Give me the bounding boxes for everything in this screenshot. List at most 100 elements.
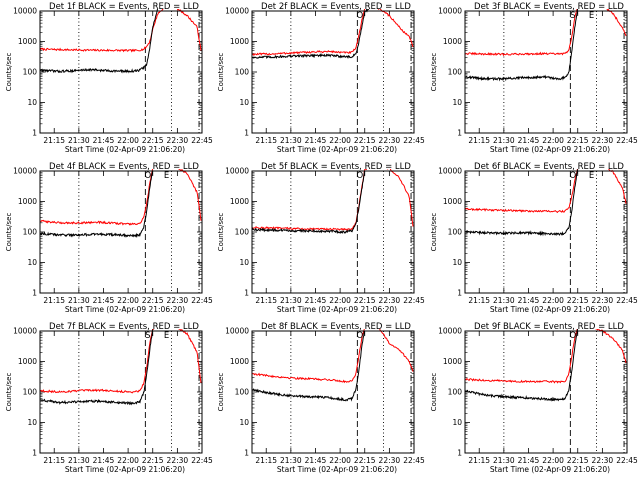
x-tick-label: 21:15 — [43, 456, 65, 465]
x-tick-label: 21:15 — [255, 296, 277, 305]
x-tick-label: 21:30 — [68, 456, 90, 465]
series-lld-line — [252, 169, 414, 232]
y-axis-label: Counts/sec — [5, 373, 13, 412]
x-tick-label: 22:15 — [142, 456, 164, 465]
x-tick-label: 22:15 — [567, 296, 589, 305]
x-tick-label: 21:45 — [93, 136, 115, 145]
x-tick-label: 22:45 — [403, 296, 425, 305]
x-tick-label: 21:30 — [280, 296, 302, 305]
x-tick-label: 22:00 — [329, 296, 351, 305]
x-tick-label: 22:00 — [117, 136, 139, 145]
chart-panel: Det 5f BLACK = Events, RED = LLD Counts/s… — [217, 162, 425, 314]
plot-frame — [251, 10, 415, 134]
y-tick-label: 10000 — [438, 327, 462, 336]
annotation-marker: E — [164, 331, 169, 341]
annotation-marker: O — [356, 11, 363, 21]
annotation-marker: E — [164, 171, 169, 181]
x-tick-label: 22:45 — [403, 136, 425, 145]
annotation-marker: O — [356, 331, 363, 341]
x-tick-label: 22:00 — [542, 136, 564, 145]
x-axis-label: Start Time (02-Apr-09 21:06:20) — [490, 305, 610, 314]
y-tick-label: 10 — [452, 258, 462, 267]
series-events-line — [465, 169, 579, 237]
y-tick-label: 1000 — [443, 37, 462, 46]
x-tick-label: 21:15 — [255, 136, 277, 145]
series-lld-line — [252, 329, 414, 384]
x-tick-label: 22:45 — [191, 296, 213, 305]
x-tick-label: 21:30 — [493, 296, 515, 305]
plot-frame — [464, 170, 628, 294]
x-tick-label: 22:15 — [142, 296, 164, 305]
x-tick-label: 22:30 — [379, 296, 401, 305]
y-axis-label: Counts/sec — [430, 213, 438, 252]
chart-title: Det 9f BLACK = Events, RED = LLD — [474, 322, 624, 332]
series-events-line — [465, 9, 579, 82]
chart-title: Det 4f BLACK = Events, RED = LLD — [49, 162, 199, 172]
x-tick-label: 22:00 — [329, 456, 351, 465]
x-tick-label: 22:30 — [379, 136, 401, 145]
x-tick-label: 22:30 — [592, 296, 614, 305]
y-tick-label: 1000 — [18, 357, 37, 366]
series-lld-line — [40, 329, 202, 394]
y-tick-label: 100 — [23, 228, 38, 237]
y-tick-label: 10000 — [225, 167, 249, 176]
x-tick-label: 22:30 — [379, 456, 401, 465]
x-tick-label: 21:45 — [305, 136, 327, 145]
x-tick-label: 22:15 — [354, 136, 376, 145]
y-tick-label: 10000 — [225, 327, 249, 336]
y-tick-label: 1000 — [230, 357, 249, 366]
annotation-marker: S — [570, 11, 575, 21]
series-lld-line — [40, 169, 202, 226]
x-tick-label: 22:00 — [542, 296, 564, 305]
x-tick-label: 21:45 — [93, 296, 115, 305]
x-tick-label: 21:45 — [93, 456, 115, 465]
x-axis-label: Start Time (02-Apr-09 21:06:20) — [277, 465, 397, 474]
x-tick-label: 22:30 — [167, 296, 189, 305]
x-tick-label: 22:30 — [592, 136, 614, 145]
x-tick-label: 22:45 — [191, 136, 213, 145]
y-axis-label: Counts/sec — [217, 213, 225, 252]
x-tick-label: 22:00 — [117, 296, 139, 305]
y-tick-label: 10 — [452, 418, 462, 427]
y-tick-label: 10 — [27, 98, 37, 107]
x-tick-label: 21:45 — [518, 136, 540, 145]
annotation-marker: E — [589, 11, 594, 21]
x-tick-label: 22:15 — [142, 136, 164, 145]
chart-panel: Det 7f BLACK = Events, RED = LLD Counts/s… — [5, 322, 213, 474]
y-tick-label: 1000 — [230, 197, 249, 206]
x-tick-label: 21:30 — [68, 136, 90, 145]
y-tick-label: 1 — [457, 449, 462, 458]
x-axis-label: Start Time (02-Apr-09 21:06:20) — [65, 305, 185, 314]
y-tick-label: 10000 — [225, 7, 249, 16]
x-tick-label: 21:15 — [468, 456, 490, 465]
x-tick-label: 21:30 — [493, 136, 515, 145]
x-tick-label: 22:00 — [117, 456, 139, 465]
x-tick-label: 21:30 — [493, 456, 515, 465]
y-axis-label: Counts/sec — [5, 213, 13, 252]
y-tick-label: 1000 — [18, 37, 37, 46]
plot-frame — [39, 170, 203, 294]
annotation-marker: S — [145, 331, 150, 341]
y-tick-label: 100 — [235, 68, 250, 77]
y-tick-label: 100 — [235, 388, 250, 397]
annotation-marker: E — [589, 171, 594, 181]
chart-title: Det 6f BLACK = Events, RED = LLD — [474, 162, 624, 172]
plot-frame — [251, 170, 415, 294]
x-tick-label: 21:15 — [255, 456, 277, 465]
x-tick-label: 21:45 — [305, 296, 327, 305]
y-tick-label: 10 — [27, 258, 37, 267]
series-events-line — [252, 330, 366, 402]
chart-panel: Det 6f BLACK = Events, RED = LLD Counts/s… — [430, 162, 638, 314]
x-tick-label: 21:15 — [43, 296, 65, 305]
y-tick-label: 1 — [244, 289, 249, 298]
plot-frame — [39, 10, 203, 134]
x-tick-label: 21:45 — [305, 456, 327, 465]
x-tick-label: 21:45 — [518, 296, 540, 305]
chart-title: Det 2f BLACK = Events, RED = LLD — [261, 2, 411, 12]
y-tick-label: 10000 — [13, 167, 37, 176]
annotation-marker: O — [144, 171, 151, 181]
annotation-marker: O — [569, 171, 576, 181]
chart-title: Det 7f BLACK = Events, RED = LLD — [49, 322, 199, 332]
x-tick-label: 22:30 — [592, 456, 614, 465]
